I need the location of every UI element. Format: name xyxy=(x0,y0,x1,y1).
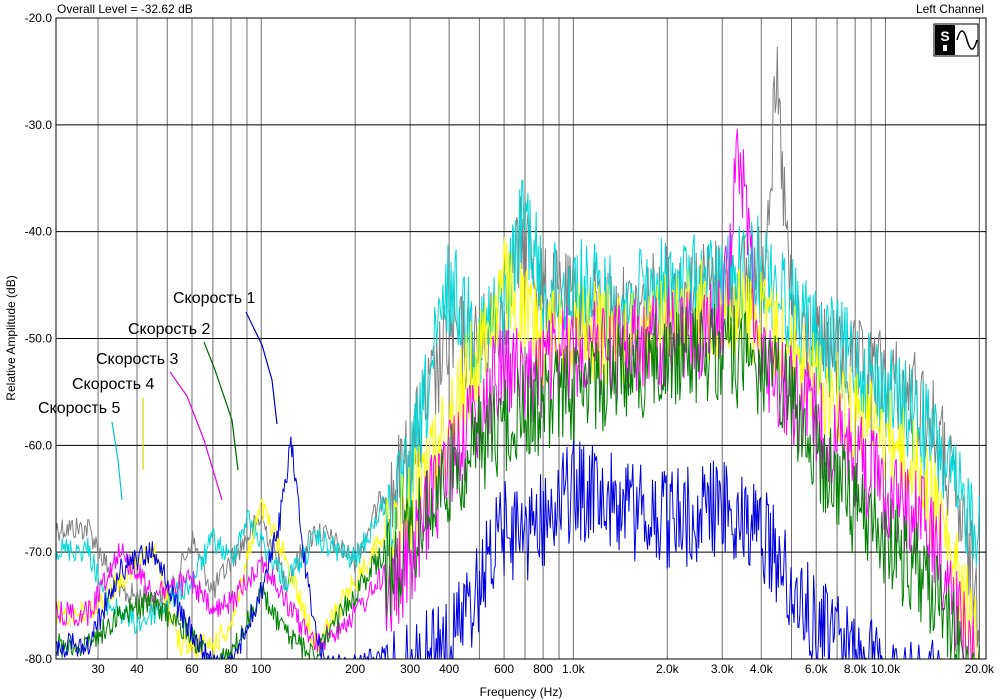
x-tick-label: 60 xyxy=(185,662,199,676)
annotation-arrow-5 xyxy=(111,421,123,501)
y-tick-label: -40.0 xyxy=(25,225,53,239)
annotations-group: Скорость 1 Скорость 2 Скорость 3 Скорость 4… xyxy=(38,290,278,501)
svg-text:S: S xyxy=(940,28,949,44)
series-line-2 xyxy=(55,179,980,635)
series-line-3 xyxy=(55,237,980,660)
sine-wave-logo-icon: S xyxy=(933,23,979,57)
y-tick-label: -50.0 xyxy=(25,332,53,346)
y-tick-label: -60.0 xyxy=(25,438,53,452)
x-tick-label: 600 xyxy=(494,662,514,676)
series-line-6 xyxy=(55,436,941,661)
y-tick-label: -80.0 xyxy=(25,652,53,666)
x-tick-label: 3.0k xyxy=(711,662,735,676)
x-tick-label: 400 xyxy=(439,662,459,676)
x-tick-label: 40 xyxy=(130,662,144,676)
x-tick-label: 8.0k xyxy=(844,662,868,676)
x-axis-title: Frequency (Hz) xyxy=(480,685,563,699)
annotation-arrow-2 xyxy=(203,341,239,471)
x-tick-label: 80 xyxy=(224,662,238,676)
x-tick-label: 200 xyxy=(345,662,365,676)
channel-label: Left Channel xyxy=(916,2,984,16)
annotation-arrow-3 xyxy=(169,371,223,501)
x-tick-labels: 30 40 60 80 100 200 300 400 600 800 1.0k 2.0k 3.0k 4.… xyxy=(91,662,995,676)
y-axis-title: Relative Amplitude (dB) xyxy=(4,275,18,400)
y-tick-label: -20.0 xyxy=(25,11,53,25)
x-tick-label: 20.0k xyxy=(965,662,995,676)
y-tick-label: -70.0 xyxy=(25,545,53,559)
x-tick-label: 2.0k xyxy=(656,662,680,676)
annotation-label-4: Скорость 4 xyxy=(72,376,155,393)
annotation-label-2: Скорость 2 xyxy=(128,321,211,338)
x-tick-label: 1.0k xyxy=(562,662,586,676)
x-tick-label: 300 xyxy=(400,662,420,676)
y-tick-labels: -20.0 -30.0 -40.0 -50.0 -60.0 -70.0 -80.0 xyxy=(25,11,53,666)
x-tick-label: 4.0k xyxy=(750,662,774,676)
x-tick-label: 6.0k xyxy=(805,662,829,676)
x-tick-label: 10.0k xyxy=(871,662,901,676)
y-tick-label: -30.0 xyxy=(25,118,53,132)
annotation-label-3: Скорость 3 xyxy=(96,351,179,368)
x-tick-label: 30 xyxy=(91,662,105,676)
overall-level-label: Overall Level = -32.62 dB xyxy=(57,2,193,16)
annotation-label-5: Скорость 5 xyxy=(38,400,121,417)
annotation-label-1: Скорость 1 xyxy=(173,290,256,307)
annotation-arrow-1 xyxy=(245,311,278,425)
x-tick-label: 100 xyxy=(251,662,271,676)
plot-frame xyxy=(55,17,987,660)
x-tick-label: 800 xyxy=(533,662,553,676)
series-group xyxy=(55,46,980,661)
